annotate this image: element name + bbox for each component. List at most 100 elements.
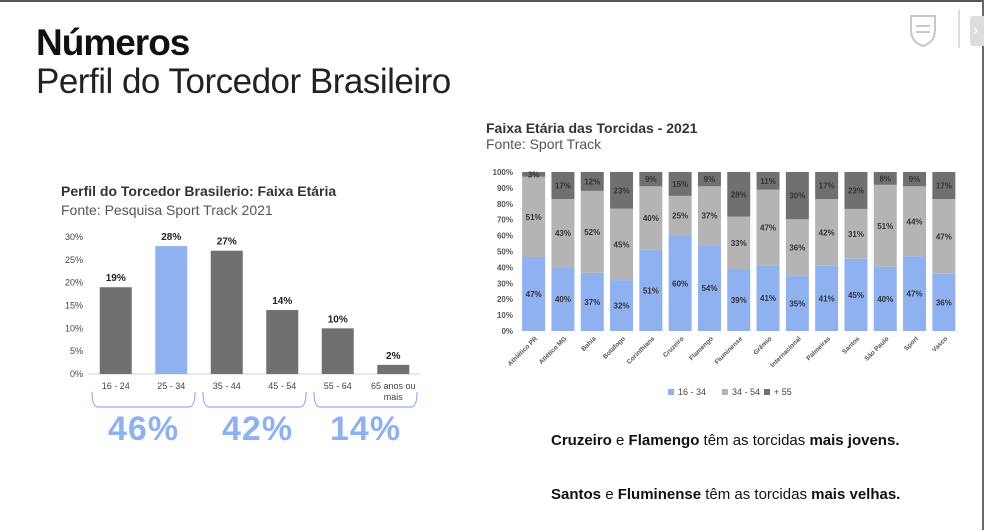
data-label: 41%	[760, 294, 776, 303]
data-label: 9%	[704, 175, 716, 184]
data-label: 8%	[879, 174, 891, 183]
data-label: 51%	[526, 213, 542, 222]
bar-segment	[932, 172, 956, 200]
data-label: 44%	[907, 217, 923, 226]
data-label: 42%	[819, 228, 835, 237]
x-tick-label: Botafogo	[602, 335, 627, 360]
bar-segment	[873, 266, 897, 331]
y-tick-label: 40%	[497, 263, 513, 272]
bar-segment	[727, 216, 751, 269]
y-tick-label: 60%	[497, 232, 513, 241]
bar	[377, 364, 410, 374]
data-label: 37%	[584, 298, 600, 307]
data-label: 52%	[584, 228, 600, 237]
data-label: 31%	[848, 230, 864, 239]
left-chart-title: Perfil do Torcedor Brasilerio: Faixa Etá…	[61, 183, 337, 199]
right-chart-title: Faixa Etária das Torcidas - 2021	[486, 120, 698, 136]
slide-right-border	[982, 0, 984, 530]
bar-segment	[522, 172, 546, 177]
logo-separator	[958, 10, 960, 48]
bar	[321, 328, 354, 374]
y-tick-label: 80%	[497, 200, 513, 209]
bar-segment	[815, 172, 839, 200]
data-label: 54%	[701, 284, 717, 293]
y-tick-label: 5%	[70, 346, 83, 356]
note-oldest: Santos e Fluminense têm as torcidas mais…	[551, 486, 901, 503]
data-label: 3%	[528, 170, 540, 179]
data-label: 45%	[848, 291, 864, 300]
bar-segment	[815, 265, 839, 331]
y-tick-label: 20%	[65, 278, 83, 288]
data-label: 27%	[217, 237, 237, 248]
x-tick-label: 45 - 54	[268, 381, 296, 391]
slide-subtitle: Perfil do Torcedor Brasileiro	[36, 62, 451, 101]
data-label: 36%	[936, 298, 952, 307]
x-tick-label: Atlético MG	[538, 335, 568, 365]
x-tick-label: mais	[384, 392, 404, 402]
bar-segment	[668, 172, 692, 196]
data-label: 17%	[555, 182, 571, 191]
bar-segment	[727, 172, 751, 217]
left-chart-source: Fonte: Pesquisa Sport Track 2021	[61, 202, 273, 218]
bar-segment	[844, 258, 868, 331]
x-tick-label: Grêmio	[752, 335, 773, 356]
y-tick-label: 15%	[65, 301, 83, 311]
legend-swatch	[722, 389, 728, 395]
next-slide-button[interactable]: ›	[970, 16, 984, 46]
data-label: 45%	[614, 240, 630, 249]
bar-segment	[610, 172, 634, 209]
x-tick-label: Sport	[903, 335, 921, 353]
bar-segment	[580, 272, 604, 331]
bar-segment	[697, 186, 721, 246]
x-tick-label: Bahia	[580, 335, 598, 353]
x-tick-label: Flamengo	[688, 335, 715, 362]
data-label: 15%	[672, 180, 688, 189]
bar-segment	[610, 208, 634, 281]
bar-segment	[873, 172, 897, 185]
y-tick-label: 20%	[497, 295, 513, 304]
bar-segment	[903, 172, 927, 187]
data-label: 39%	[731, 296, 747, 305]
data-label: 43%	[555, 229, 571, 238]
x-tick-label: 16 - 24	[102, 381, 130, 391]
data-label: 35%	[789, 299, 805, 308]
bar-segment	[727, 268, 751, 331]
bar-segment	[844, 208, 868, 259]
data-label: 37%	[701, 212, 717, 221]
data-label: 9%	[645, 175, 657, 184]
data-label: 10%	[328, 314, 348, 325]
y-tick-label: 70%	[497, 216, 513, 225]
y-tick-label: 10%	[497, 311, 513, 320]
data-label: 12%	[584, 177, 600, 186]
y-tick-label: 0%	[70, 369, 83, 379]
group-bracket	[202, 391, 307, 408]
data-label: 40%	[555, 295, 571, 304]
legend-swatch	[668, 389, 674, 395]
bar	[99, 287, 132, 374]
right-chart-source: Fonte: Sport Track	[486, 136, 602, 152]
bar-segment	[785, 219, 809, 276]
y-tick-label: 25%	[65, 255, 83, 265]
bar-segment	[815, 199, 839, 266]
data-label: 40%	[643, 214, 659, 223]
data-label: 28%	[161, 232, 181, 243]
group-total-senior: 14%	[330, 410, 402, 448]
data-label: 23%	[848, 186, 864, 195]
data-label: 11%	[760, 177, 776, 186]
bar-segment	[903, 256, 927, 331]
x-tick-label: 65 anos ou	[371, 381, 416, 391]
bar-segment	[873, 184, 897, 267]
data-label: 47%	[907, 290, 923, 299]
bar-segment	[785, 172, 809, 220]
group-total-middle: 42%	[222, 410, 294, 448]
bar-segment	[522, 176, 546, 258]
bar-segment	[551, 199, 575, 268]
slide-title: Números	[36, 22, 190, 63]
data-label: 47%	[936, 232, 952, 241]
y-tick-label: 50%	[497, 248, 513, 257]
group-total-young: 46%	[108, 410, 180, 448]
bar-segment	[639, 186, 663, 250]
bar-segment	[551, 172, 575, 200]
